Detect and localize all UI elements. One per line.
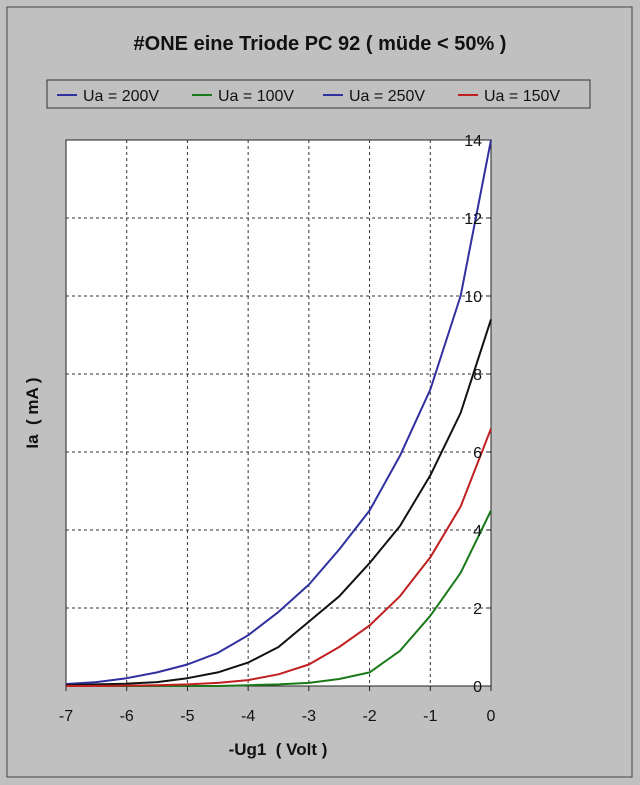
y-tick-label: 0: [473, 679, 482, 696]
series-line: [65, 139, 492, 685]
legend-box: [46, 79, 591, 109]
x-tick-label: 0: [487, 708, 496, 725]
x-tick-label: -1: [423, 708, 437, 725]
x-axis-label: -Ug1 ( Volt ): [229, 740, 328, 759]
x-tick-label: -6: [120, 708, 134, 725]
y-tick-label: 12: [464, 211, 482, 228]
x-axis-ticks: -7 -6 -5 -4 -3 -2 -1 0: [59, 686, 496, 725]
y-axis-label: Ia ( mA ): [23, 377, 42, 448]
y-tick-label: 14: [464, 133, 482, 150]
plot-area: [65, 139, 492, 687]
y-tick-label: 4: [473, 523, 482, 540]
x-tick-label: -4: [241, 708, 255, 725]
y-tick-label: 8: [473, 367, 482, 384]
y-tick-label: 2: [473, 601, 482, 618]
legend-entry: Ua = 100V: [218, 88, 294, 105]
y-tick-label: 10: [464, 289, 482, 306]
series-line: [66, 428, 492, 687]
x-tick-label: -7: [59, 708, 73, 725]
grid-lines: [66, 140, 491, 686]
chart-border: [6, 6, 633, 778]
series-line: [65, 319, 492, 687]
y-tick-label: 6: [473, 445, 482, 462]
y-axis-ticks: 0 2 4 6 8 10 12 14: [464, 133, 491, 696]
legend: Ua = 200V Ua = 100V Ua = 250V Ua = 150V: [57, 88, 560, 105]
legend-entry: Ua = 250V: [349, 88, 425, 105]
series-lines: [65, 139, 492, 687]
x-tick-label: -3: [302, 708, 316, 725]
x-tick-label: -2: [362, 708, 376, 725]
legend-entry: Ua = 150V: [484, 88, 560, 105]
legend-entry: Ua = 200V: [83, 88, 159, 105]
chart-title: #ONE eine Triode PC 92 ( müde < 50% ): [134, 33, 507, 55]
x-tick-label: -5: [180, 708, 194, 725]
